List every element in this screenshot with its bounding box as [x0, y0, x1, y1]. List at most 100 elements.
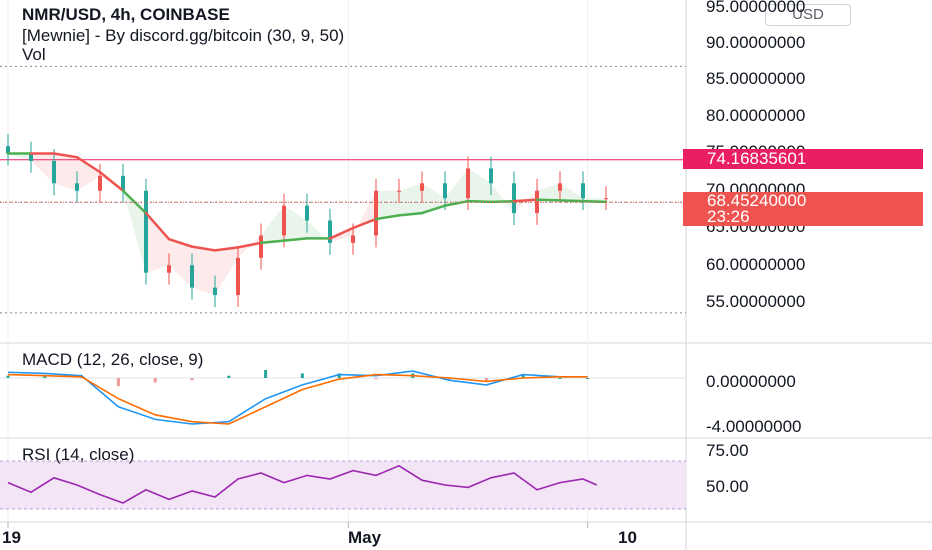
macd-title: MACD (12, 26, close, 9): [22, 350, 204, 369]
macd-histogram-bar: [116, 378, 120, 387]
baseline-segment: [374, 214, 401, 221]
baseline-segment: [512, 198, 539, 203]
cloud-segment: [192, 246, 215, 296]
baseline-segment: [259, 239, 286, 245]
cloud-segment: [54, 153, 77, 191]
cloud-segment: [8, 153, 31, 161]
candle-body: [52, 160, 56, 184]
price-label-55: 55.00000000: [706, 292, 806, 311]
baseline-segment: [328, 226, 355, 240]
macd-label-0: 0.00000000: [706, 372, 796, 391]
macd-histogram-bar: [6, 375, 10, 378]
macd-histogram-bar: [521, 374, 525, 378]
baseline-segment: [144, 211, 171, 241]
baseline-segment: [75, 155, 102, 174]
x-label-may: May: [348, 528, 382, 547]
candle-body: [581, 183, 585, 199]
baseline-segment: [236, 241, 263, 249]
x-label-19: 19: [2, 528, 21, 547]
last-price-value: 68.45240000: [707, 191, 807, 210]
macd-label-neg4: -4.00000000: [706, 417, 802, 436]
cloud-segment: [261, 205, 284, 243]
baseline-segment: [351, 217, 378, 230]
baseline-segment: [558, 199, 585, 203]
baseline-segment: [52, 152, 79, 159]
macd-histogram-bar: [558, 378, 562, 379]
baseline-segment: [397, 211, 424, 217]
baseline-segment: [443, 199, 470, 207]
rsi-line: [7, 464, 598, 504]
symbol-title: NMR/USD, 4h, COINBASE: [22, 5, 230, 24]
candle-body: [6, 146, 10, 154]
baseline-segment: [466, 199, 493, 204]
resistance-price-badge: 74.16835601: [683, 149, 923, 169]
macd-histogram-bar: [586, 378, 590, 379]
macd-histogram-bar: [448, 378, 452, 381]
cloud-segment: [123, 190, 146, 273]
last-price-badge: 68.45240000 23:26: [683, 192, 923, 226]
candle-body: [190, 265, 194, 288]
macd-histogram-bar: [300, 373, 304, 378]
baseline-segment: [213, 246, 240, 252]
candle-body: [98, 175, 102, 191]
rsi-label-75: 75.00: [706, 441, 749, 460]
cloud-segment: [169, 239, 192, 288]
candle-body: [351, 235, 355, 243]
baseline-segment: [121, 189, 148, 215]
candle-body: [75, 183, 79, 191]
cloud-segment: [422, 183, 445, 214]
cloud-segment: [353, 190, 376, 236]
candle-body: [466, 168, 470, 199]
rsi-band: [0, 461, 686, 509]
baseline-segment: [98, 170, 125, 192]
macd-histogram-bar: [374, 378, 378, 380]
baseline-segment: [535, 198, 562, 202]
signal-line: [7, 373, 588, 425]
x-label-10: 10: [618, 528, 637, 547]
candle-body: [144, 190, 148, 273]
baseline-segment: [489, 199, 516, 204]
cloud-segment: [491, 183, 514, 214]
cloud-segment: [560, 183, 583, 202]
candle-body: [213, 287, 217, 296]
cloud-segment: [284, 205, 307, 241]
macd-line: [7, 370, 588, 425]
cloud-segment: [445, 168, 468, 206]
indicator-title: [Mewnie] - By discord.gg/bitcoin (30, 9,…: [22, 26, 345, 45]
rsi-label-50: 50.00: [706, 477, 749, 496]
currency-button[interactable]: USD: [765, 4, 851, 26]
baseline-segment: [167, 237, 194, 248]
price-label-80: 80.00000000: [706, 106, 806, 125]
candle-body: [443, 183, 447, 199]
price-label-90: 90.00000000: [706, 33, 806, 52]
baseline-segment: [282, 237, 309, 242]
candle-body: [167, 265, 171, 273]
macd-histogram-bar: [43, 375, 47, 378]
cloud-segment: [537, 183, 560, 201]
cloud-segment: [376, 190, 399, 220]
candle-body: [489, 168, 493, 184]
cloud-segment: [468, 168, 491, 202]
baseline-segment: [420, 204, 447, 215]
candle-body: [236, 257, 240, 296]
cloud-segment: [399, 183, 422, 216]
price-label-85: 85.00000000: [706, 69, 806, 88]
candle-body: [420, 183, 424, 191]
candle-body: [328, 220, 332, 243]
candle-body: [259, 235, 263, 258]
macd-histogram-bar: [153, 378, 157, 383]
candle-body: [397, 190, 401, 192]
price-label-95: 95.00000000: [706, 0, 806, 16]
macd-histogram-bar: [337, 373, 341, 378]
candle-body: [512, 183, 516, 214]
candle-body: [305, 205, 309, 221]
cloud-segment: [31, 153, 54, 184]
rsi-title: RSI (14, close): [22, 445, 135, 464]
candle-body: [604, 198, 608, 200]
candle-body: [121, 175, 125, 191]
macd-histogram-bar: [264, 369, 268, 378]
macd-histogram-bar: [484, 378, 488, 382]
cloud-segment: [146, 213, 169, 273]
macd-histogram-bar: [227, 375, 231, 378]
